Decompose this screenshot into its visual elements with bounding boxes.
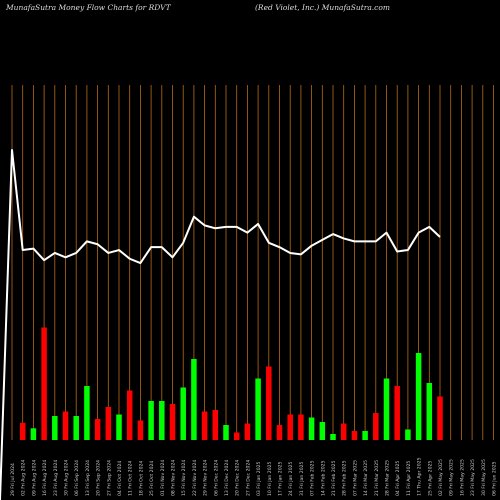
money-flow-bar	[94, 419, 101, 440]
money-flow-bar	[287, 414, 293, 440]
x-tick-label: 21 Fri Mar 2025	[374, 460, 380, 496]
x-tick-label: 06 Fri Dec 2024	[213, 460, 219, 496]
chart-title-left: MunafaSutra Money Flow Charts for RDVT	[6, 3, 171, 12]
money-flow-bar	[84, 386, 90, 440]
x-tick-label: 21 Fri Feb 2025	[331, 460, 337, 496]
money-flow-bar	[105, 407, 112, 440]
money-flow-bar	[41, 327, 47, 440]
money-flow-bar	[148, 401, 154, 440]
x-tick-label: 23 Fri May 2025	[470, 459, 476, 496]
x-tick-label: 18 Fri Oct 2024	[138, 461, 144, 496]
x-tick-label: 14 Fri Feb 2025	[320, 460, 326, 496]
x-tick-label: 17 Thu Apr 2025	[417, 457, 423, 496]
x-tick-label: 06 Fri Jun 2025	[492, 461, 498, 496]
x-tick-label: 01 Fri Nov 2024	[160, 460, 166, 496]
x-tick-label: 09 Fri Aug 2024	[31, 460, 37, 496]
money-flow-bar	[244, 423, 251, 440]
x-tick-label: 27 Fri Dec 2024	[245, 460, 251, 496]
x-tick-label: 28 Fri Mar 2025	[385, 460, 391, 496]
x-tick-label: 16 Fri Aug 2024	[42, 460, 48, 496]
x-tick-label: 02 Fri May 2025	[438, 459, 444, 496]
money-flow-bar	[266, 366, 272, 440]
money-flow-bar	[169, 404, 176, 440]
money-flow-bar	[298, 414, 304, 440]
x-tick-label: 23 Fri Aug 2024	[53, 460, 59, 496]
chart-title-right: (Red Violet, Inc.) MunafaSutra.com	[255, 3, 391, 12]
money-flow-bar	[201, 411, 208, 440]
money-flow-bar	[415, 353, 422, 440]
x-tick-label: 20 Fri Sep 2024	[96, 460, 102, 496]
x-tick-label: 16 Fri May 2025	[459, 459, 465, 496]
x-tick-label: 07 Fri Feb 2025	[310, 460, 316, 496]
money-flow-bar	[383, 378, 390, 440]
money-flow-bar	[233, 432, 240, 440]
x-tick-label: 17 Fri Jan 2025	[278, 461, 284, 496]
money-flow-bar	[330, 434, 336, 440]
money-flow-bar	[319, 422, 326, 440]
x-tick-label: 09 Fri May 2025	[449, 459, 455, 496]
x-tick-label: 24 Fri Jan 2025	[288, 461, 294, 496]
x-tick-label: 25 Fri Apr 2025	[427, 461, 433, 496]
money-flow-bar	[362, 431, 368, 440]
money-flow-bar	[137, 420, 144, 440]
money-flow-bar	[340, 423, 347, 440]
x-tick-label: 25 Fri Oct 2024	[149, 461, 155, 496]
money-flow-bar	[62, 411, 69, 440]
x-tick-label: 04 Fri Apr 2025	[395, 461, 401, 496]
money-flow-bar	[255, 378, 261, 440]
x-tick-label: 10 Fri Jan 2025	[267, 461, 273, 496]
x-tick-label: 15 Fri Nov 2024	[181, 460, 187, 496]
money-flow-bar	[52, 416, 58, 440]
x-tick-label: 29 Fri Jul 2024	[10, 463, 16, 496]
x-tick-label: 13 Fri Dec 2024	[224, 460, 230, 496]
money-flow-bar	[191, 359, 197, 440]
x-tick-label: 30 Fri May 2025	[481, 459, 487, 496]
money-flow-bar	[223, 425, 229, 440]
money-flow-bar	[308, 417, 315, 440]
x-tick-label: 06 Fri Sep 2024	[74, 460, 80, 496]
x-tick-label: 31 Fri Jan 2025	[299, 461, 305, 496]
x-tick-label: 28 Fri Feb 2025	[342, 460, 348, 496]
x-tick-label: 11 Fri Apr 2025	[406, 461, 412, 496]
money-flow-bar	[126, 390, 133, 440]
x-tick-label: 22 Fri Nov 2024	[192, 460, 198, 496]
money-flow-bar	[116, 414, 122, 440]
money-flow-bar	[351, 431, 358, 440]
x-tick-label: 11 Fri Oct 2024	[128, 461, 134, 496]
x-tick-label: 07 Fri Mar 2025	[352, 460, 358, 496]
money-flow-bar	[212, 410, 219, 440]
money-flow-bar	[394, 386, 400, 440]
x-tick-label: 03 Fri Jan 2025	[256, 461, 262, 496]
money-flow-bar	[19, 422, 26, 440]
x-tick-label: 13 Fri Sep 2024	[85, 460, 91, 496]
money-flow-bar	[405, 429, 411, 440]
money-flow-bar	[276, 425, 283, 440]
x-tick-label: 02 Fri Aug 2024	[21, 460, 27, 496]
x-tick-label: 27 Fri Sep 2024	[106, 460, 112, 496]
money-flow-bar	[373, 413, 379, 440]
money-flow-bar	[159, 401, 165, 440]
money-flow-bar	[180, 387, 186, 440]
money-flow-line	[0, 149, 441, 500]
money-flow-bar	[30, 428, 37, 440]
x-tick-label: 14 Fri Mar 2025	[363, 460, 369, 496]
x-tick-label: 04 Fri Oct 2024	[117, 461, 123, 496]
x-tick-label: 29 Fri Nov 2024	[203, 460, 209, 496]
x-tick-label: 30 Fri Aug 2024	[64, 460, 70, 496]
x-tick-label: 20 Fri Dec 2024	[235, 460, 241, 496]
money-flow-bar	[426, 383, 433, 440]
x-tick-label: 08 Fri Nov 2024	[171, 460, 177, 496]
money-flow-bar	[437, 396, 443, 440]
money-flow-bar	[73, 416, 79, 440]
